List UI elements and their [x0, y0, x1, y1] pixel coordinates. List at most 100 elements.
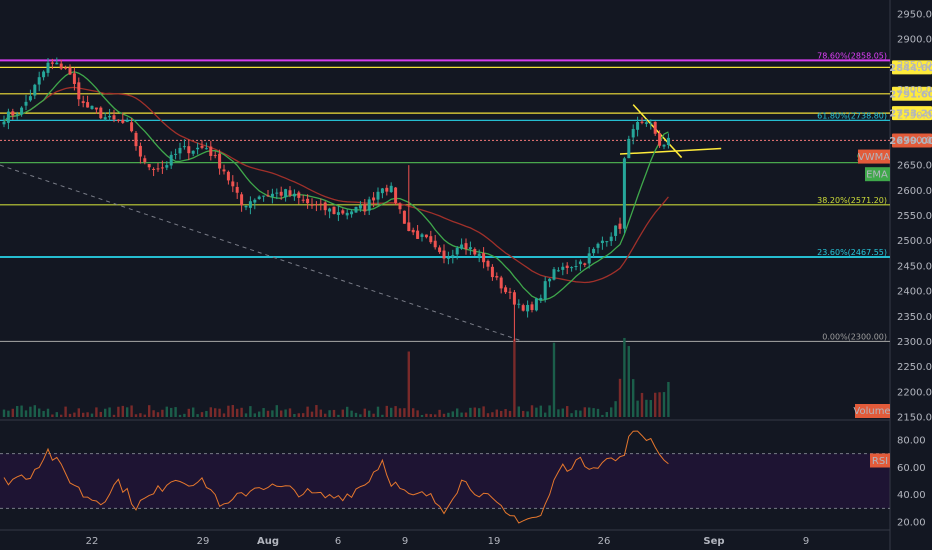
volume-bar	[165, 406, 168, 417]
candle-body	[86, 102, 90, 108]
time-tick-label: 22	[86, 536, 99, 547]
volume-bar	[645, 399, 648, 417]
candle-body	[372, 197, 376, 201]
vwma-badge	[858, 149, 890, 164]
volume-bar	[205, 410, 208, 417]
candle-body	[389, 185, 393, 193]
candle-body	[460, 244, 464, 249]
volume-bar	[354, 412, 358, 417]
candle-body	[420, 234, 424, 237]
candle-body	[556, 270, 560, 272]
ema-line	[3, 71, 669, 302]
candle-body	[235, 186, 239, 193]
candle-body	[292, 193, 296, 197]
candle-body	[64, 67, 68, 69]
candle-body	[380, 188, 384, 194]
candle-body	[622, 158, 626, 229]
candle-body	[367, 199, 371, 211]
candle-body	[218, 153, 222, 169]
volume-bar	[139, 413, 142, 417]
vwma-badge-label: VWMA	[858, 152, 890, 163]
candle-body	[341, 210, 345, 214]
candle-body	[530, 304, 534, 310]
candle-body	[262, 195, 266, 197]
candle-body	[24, 101, 28, 106]
candle-body	[108, 115, 112, 118]
candle-body	[592, 248, 596, 254]
candle-body	[178, 147, 182, 154]
volume-bar	[605, 412, 608, 417]
price-level-badge	[892, 60, 932, 75]
price-level-badge	[892, 106, 932, 121]
candle-body	[429, 236, 433, 243]
candle-body	[147, 164, 151, 168]
candle-body	[152, 168, 156, 170]
price-level-badge	[892, 86, 932, 101]
rsi-tick-label: 40.00	[897, 490, 926, 501]
fib-level-label: 61.80%(2738.80)	[817, 111, 887, 120]
candle-body	[81, 101, 85, 104]
volume-bar	[38, 408, 41, 417]
candle-body	[33, 84, 37, 96]
volume-bar	[627, 346, 630, 417]
volume-bar	[95, 407, 98, 417]
volume-bar	[434, 414, 437, 417]
volume-bar	[574, 410, 578, 417]
volume-bar	[332, 409, 336, 417]
volume-bar	[244, 413, 248, 417]
candle-body	[345, 212, 349, 216]
volume-bar	[416, 410, 419, 417]
volume-bar	[258, 411, 261, 417]
price-tick-label: 2750.00	[897, 110, 932, 121]
candle-body	[226, 171, 230, 181]
candle-body	[640, 121, 644, 123]
volume-bar	[7, 410, 10, 417]
candle-body	[125, 121, 129, 123]
volume-bar	[187, 408, 190, 417]
volume-bar	[108, 407, 111, 417]
candle-body	[402, 210, 406, 224]
candle-body	[438, 247, 442, 253]
candle-body	[587, 253, 591, 264]
volume-bar	[178, 414, 182, 417]
volume-bar	[654, 392, 657, 417]
volume-bar	[297, 413, 300, 417]
candle-body	[332, 206, 336, 214]
fib-level-label: 0.00%(2300.00)	[822, 332, 887, 341]
volume-bar	[192, 407, 195, 417]
candle-body	[257, 196, 261, 200]
volume-bar	[407, 351, 410, 417]
volume-bar	[134, 414, 138, 417]
volume-bar	[29, 406, 32, 417]
volume-bar	[42, 410, 45, 417]
candle-body	[187, 146, 191, 154]
candle-body	[482, 253, 486, 263]
volume-bar	[121, 405, 124, 417]
volume-bar	[526, 411, 529, 417]
volume-bar	[570, 413, 573, 417]
candle-body	[72, 73, 76, 84]
price-level-badge	[892, 133, 932, 148]
candle-body	[411, 229, 415, 233]
volume-bar	[11, 408, 14, 417]
price-tick-label: 2650.00	[897, 161, 932, 172]
candle-body	[526, 304, 530, 312]
candle-body	[15, 114, 19, 116]
volume-bar	[522, 410, 525, 417]
volume-bar	[46, 408, 50, 417]
candle-body	[174, 153, 178, 155]
volume-bar	[552, 342, 556, 417]
candle-body	[468, 247, 472, 250]
candle-body	[570, 267, 574, 269]
candle-body	[565, 265, 569, 268]
volume-bar	[346, 406, 349, 417]
volume-bar	[372, 413, 375, 417]
candle-body	[336, 212, 340, 215]
volume-bar	[33, 405, 36, 417]
candle-body	[165, 165, 169, 168]
volume-bar	[143, 414, 146, 417]
candle-body	[55, 62, 59, 65]
volume-bar	[249, 406, 252, 417]
candle-body	[68, 67, 72, 75]
candle-body	[504, 287, 508, 293]
